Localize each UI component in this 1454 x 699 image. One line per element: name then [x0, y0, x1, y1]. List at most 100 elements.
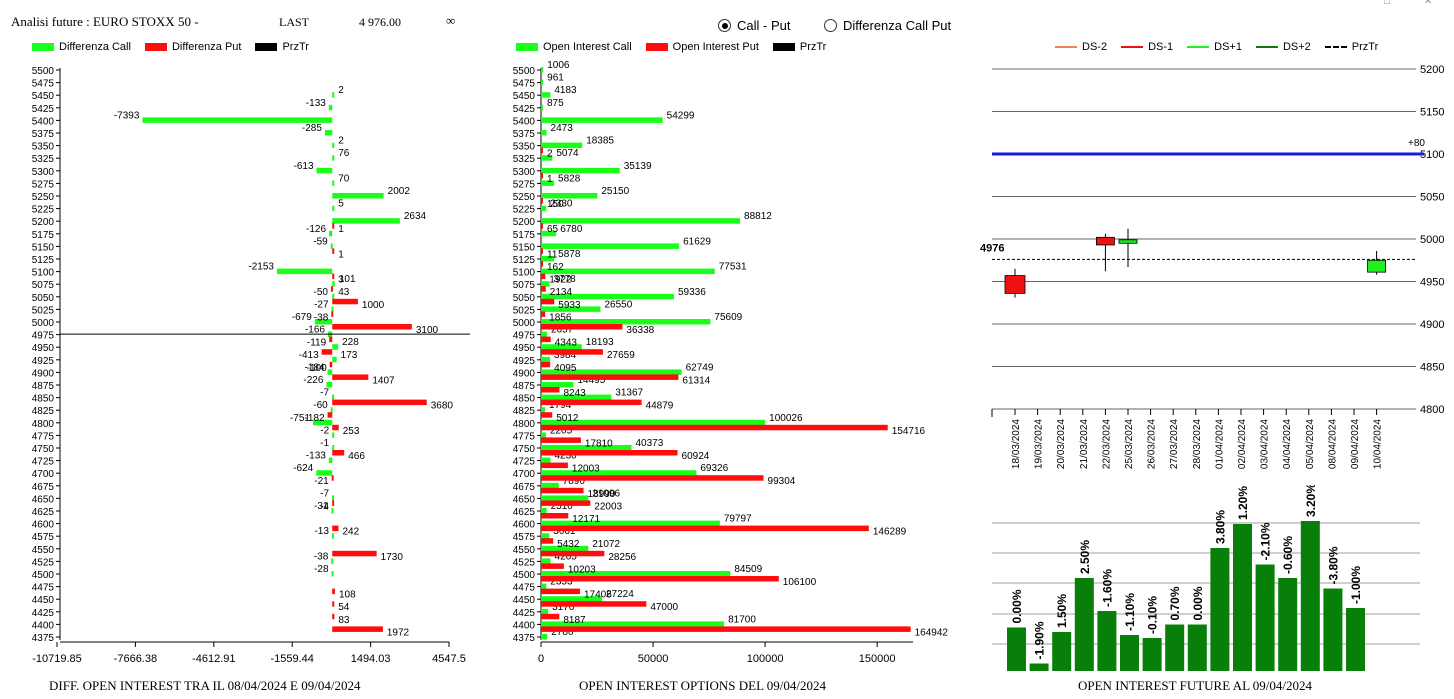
percent-label: 0.00%	[1191, 586, 1205, 620]
percent-bar	[1346, 608, 1365, 671]
put-data-label: -100	[307, 363, 327, 374]
percent-bar	[1233, 524, 1252, 671]
bar-call	[541, 167, 620, 174]
bar-call	[332, 445, 335, 451]
bar-call	[541, 67, 544, 73]
call-data-label: 70	[338, 173, 350, 184]
last-label: LAST	[279, 15, 309, 29]
app-title: Analisi future : EURO STOXX 50 -	[11, 14, 199, 29]
legend-swatch	[255, 43, 278, 51]
bar-call	[541, 331, 547, 338]
call-data-label: 173	[341, 350, 358, 361]
call-data-label: -751	[290, 413, 310, 424]
legend-line	[1121, 46, 1144, 48]
caption-oi: OPEN INTEREST OPTIONS DEL 09/04/2024	[579, 678, 826, 693]
call-data-label: 25150	[601, 186, 629, 197]
y-tick-label: 4625	[32, 507, 55, 518]
radio-indicator	[718, 19, 731, 32]
percent-label: -1.60%	[1100, 569, 1114, 607]
bar-call	[327, 369, 333, 375]
y-tick-label: 4575	[32, 532, 55, 543]
bar-call	[541, 92, 551, 98]
y-tick-label: 5300	[32, 167, 55, 178]
bar-put	[332, 298, 358, 305]
put-data-label: 10203	[568, 564, 596, 575]
bar-call	[276, 268, 333, 275]
maximize-icon[interactable]: □	[1384, 0, 1391, 7]
bar-put	[331, 311, 334, 317]
bar-put	[332, 273, 335, 280]
bar-call	[332, 356, 337, 363]
bar-call	[332, 293, 335, 300]
call-data-label: 35139	[624, 161, 652, 172]
put-data-label: 5012	[556, 413, 579, 424]
y-tick-label: 4500	[513, 570, 536, 581]
bar-put	[541, 550, 605, 557]
percent-label: 3.20%	[1304, 485, 1318, 517]
bar-put	[329, 336, 333, 343]
percent-label: -0.60%	[1281, 536, 1295, 574]
call-data-label: -28	[314, 564, 329, 575]
bar-call	[328, 104, 333, 111]
y-tick-label: 5225	[32, 205, 55, 216]
bar-put	[541, 336, 551, 343]
y-tick-label: 4850	[32, 394, 55, 405]
bar-put	[541, 424, 888, 431]
bar-call	[331, 533, 334, 539]
bar-put	[541, 223, 543, 229]
x-tick-label: -4612.91	[192, 653, 235, 665]
y-tick-label: 5025	[32, 305, 55, 316]
call-data-label: 5828	[558, 173, 581, 184]
bar-put	[332, 248, 335, 254]
call-data-label: -285	[302, 123, 322, 134]
call-data-label: 2	[338, 136, 344, 147]
y-tick-label: 4850	[513, 394, 536, 405]
put-data-label: 12003	[572, 464, 600, 475]
put-data-label: 4095	[554, 363, 577, 374]
put-data-label: 242	[342, 527, 359, 538]
call-data-label: 100026	[769, 413, 803, 424]
bar-call	[541, 193, 598, 199]
put-data-label: -119	[307, 338, 327, 349]
y-tick-label: 5350	[32, 142, 55, 153]
call-data-label: 3984	[554, 350, 577, 361]
radio-difference-call-put[interactable]: Differenza Call Put	[824, 18, 951, 33]
bar-put	[541, 324, 623, 330]
call-data-label: 2634	[404, 211, 427, 222]
y-tick-label: 4900	[513, 368, 536, 379]
put-data-label: 99304	[768, 476, 796, 487]
y-tick-label: 5325	[513, 154, 536, 165]
caption-future: OPEN INTEREST FUTURE AL 09/04/2024	[1078, 678, 1313, 693]
bar-call	[332, 394, 335, 401]
x-tick-label: -10719.85	[32, 653, 82, 665]
close-icon[interactable]: ✕	[1424, 0, 1433, 7]
y-tick-label: 4850	[1420, 362, 1444, 374]
call-data-label: 3661	[553, 526, 576, 537]
call-data-label: -60	[313, 400, 328, 411]
bar-call	[332, 205, 335, 212]
put-data-label: 17406	[584, 590, 612, 601]
bar-put	[541, 374, 679, 380]
bar-call	[332, 142, 335, 149]
candle-body	[1367, 259, 1387, 273]
call-data-label: -133	[306, 451, 326, 462]
y-tick-label: 4925	[32, 356, 55, 367]
radio-call-put[interactable]: Call - Put	[718, 18, 790, 33]
level-line-label: +80	[1408, 138, 1425, 149]
x-tick-label: 05/04/2024	[1305, 419, 1316, 469]
legend-label: PrzTr	[282, 41, 309, 53]
y-tick-label: 4475	[32, 583, 55, 594]
y-tick-label: 5050	[32, 293, 55, 304]
bar-put	[332, 223, 335, 229]
y-tick-label: 5000	[32, 318, 55, 329]
put-data-label: 22003	[594, 501, 622, 512]
bar-call	[332, 218, 400, 224]
call-data-label: 21072	[592, 539, 620, 550]
put-data-label: 162	[547, 262, 564, 273]
y-tick-label: 5100	[513, 268, 536, 279]
legend-swatch	[516, 43, 538, 51]
bar-put	[321, 349, 333, 355]
call-data-label: -679	[292, 312, 312, 323]
bar-put	[330, 286, 333, 292]
bar-put	[541, 437, 581, 443]
